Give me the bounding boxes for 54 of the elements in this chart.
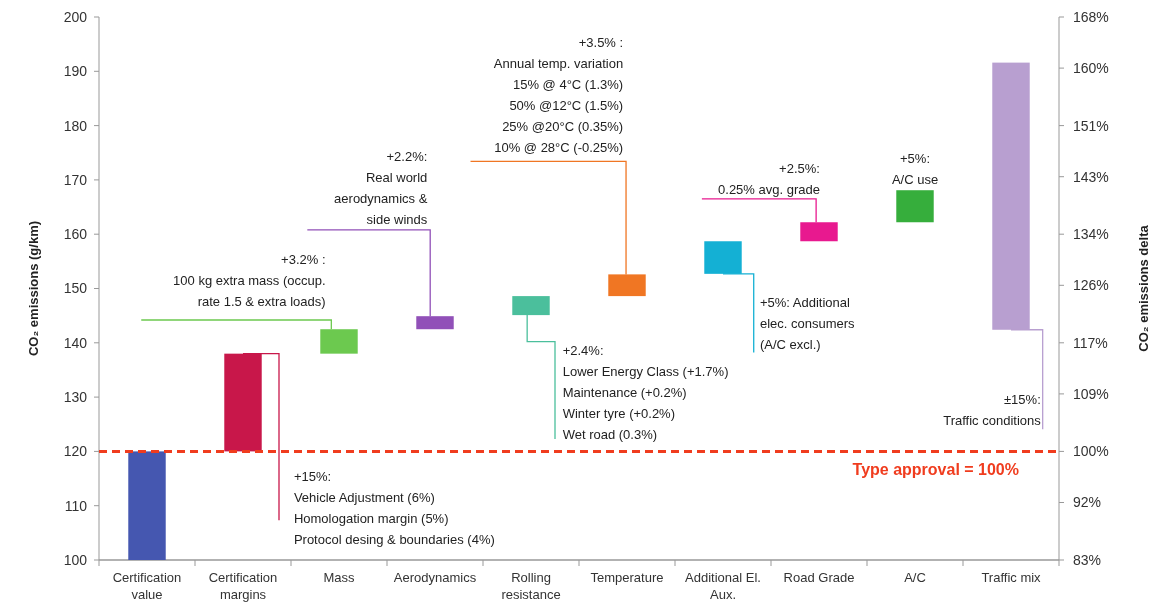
y-tick-label: 200 [63, 8, 88, 25]
annotation: +2.4%: Lower Energy Class (+1.7%) Maintenance (+0.2%) Winter tyre (+0.2%) Wet road (0.3%) [562, 343, 729, 443]
bar [416, 316, 454, 330]
ref-line-label: Type approval = 100% [852, 461, 1019, 479]
x-tick-label: Certification margins [208, 570, 278, 602]
bar [704, 241, 742, 274]
x-tick-label: Certification value [112, 570, 182, 602]
x-tick-label: A/C [904, 570, 926, 585]
y2-tick-label: 143% [1073, 168, 1109, 185]
y-axis-title: CO₂ emissions (g/km) [26, 220, 41, 357]
y-tick-label: 130 [63, 389, 88, 405]
bar [224, 353, 262, 452]
y-tick-label: 180 [63, 117, 88, 134]
y2-tick-label: 83% [1073, 551, 1102, 568]
y2-tick-label: 100% [1073, 443, 1109, 460]
x-tick-label: Road Grade [783, 570, 855, 585]
y-tick-label: 110 [64, 497, 88, 514]
y2-tick-label: 109% [1073, 385, 1109, 402]
y2-tick-label: 134% [1073, 226, 1109, 243]
bar [320, 329, 358, 354]
annotation: ±15%: Traffic conditions [943, 391, 1042, 428]
annotation: +5%: A/C use [891, 151, 939, 188]
y2-tick-label: 117% [1073, 334, 1108, 351]
annotation: +15%: Vehicle Adjustment (6%) Homologation margin (5%) Protocol desing & boundaries (4%) [293, 469, 495, 548]
bar [800, 222, 838, 242]
y-tick-label: 120 [63, 443, 88, 460]
bar [512, 296, 550, 316]
x-tick-label: Temperature [590, 570, 664, 585]
x-tick-label: Additional El. Aux. [685, 570, 761, 602]
y-tick-label: 160 [63, 226, 88, 243]
bar [992, 62, 1030, 330]
annotation: +3.2% : 100 kg extra mass (occup. rate 1.5 & extra loads) [173, 252, 326, 310]
x-tick-label: Mass [323, 570, 356, 585]
x-tick-label: Rolling resistance [501, 570, 561, 602]
y-tick-label: 190 [63, 63, 88, 80]
y2-tick-label: 151% [1073, 117, 1109, 134]
y2-axis-title: CO₂ emissions delta [1136, 224, 1151, 352]
annotation: +2.2%: Real world aerodynamics & side winds [334, 148, 428, 227]
y-tick-label: 150 [63, 280, 88, 297]
x-tick-label: Aerodynamics [393, 570, 477, 585]
bar [128, 451, 166, 560]
y-tick-label: 140 [63, 334, 88, 351]
y-tick-label: 170 [63, 171, 88, 188]
annotation: +5%: Additional elec. consumers (A/C excl.) [759, 294, 856, 352]
bar [896, 190, 934, 223]
x-tick-label: Traffic mix [981, 570, 1042, 585]
y2-tick-label: 126% [1073, 277, 1109, 294]
y-tick-label: 100 [63, 551, 88, 568]
y2-tick-label: 160% [1073, 60, 1109, 77]
y2-tick-label: 168% [1073, 8, 1109, 25]
annotation: +3.5% : Annual temp. variation 15% @ 4°C (1.3%) 50% @12°C (1.5%) 25% @20°C (0.35%) 10% @ 28°C (-0.25%) [493, 35, 624, 156]
bar [608, 274, 646, 297]
annotation: +2.5%: 0.25% avg. grade [718, 161, 820, 198]
y2-tick-label: 92% [1073, 494, 1102, 511]
